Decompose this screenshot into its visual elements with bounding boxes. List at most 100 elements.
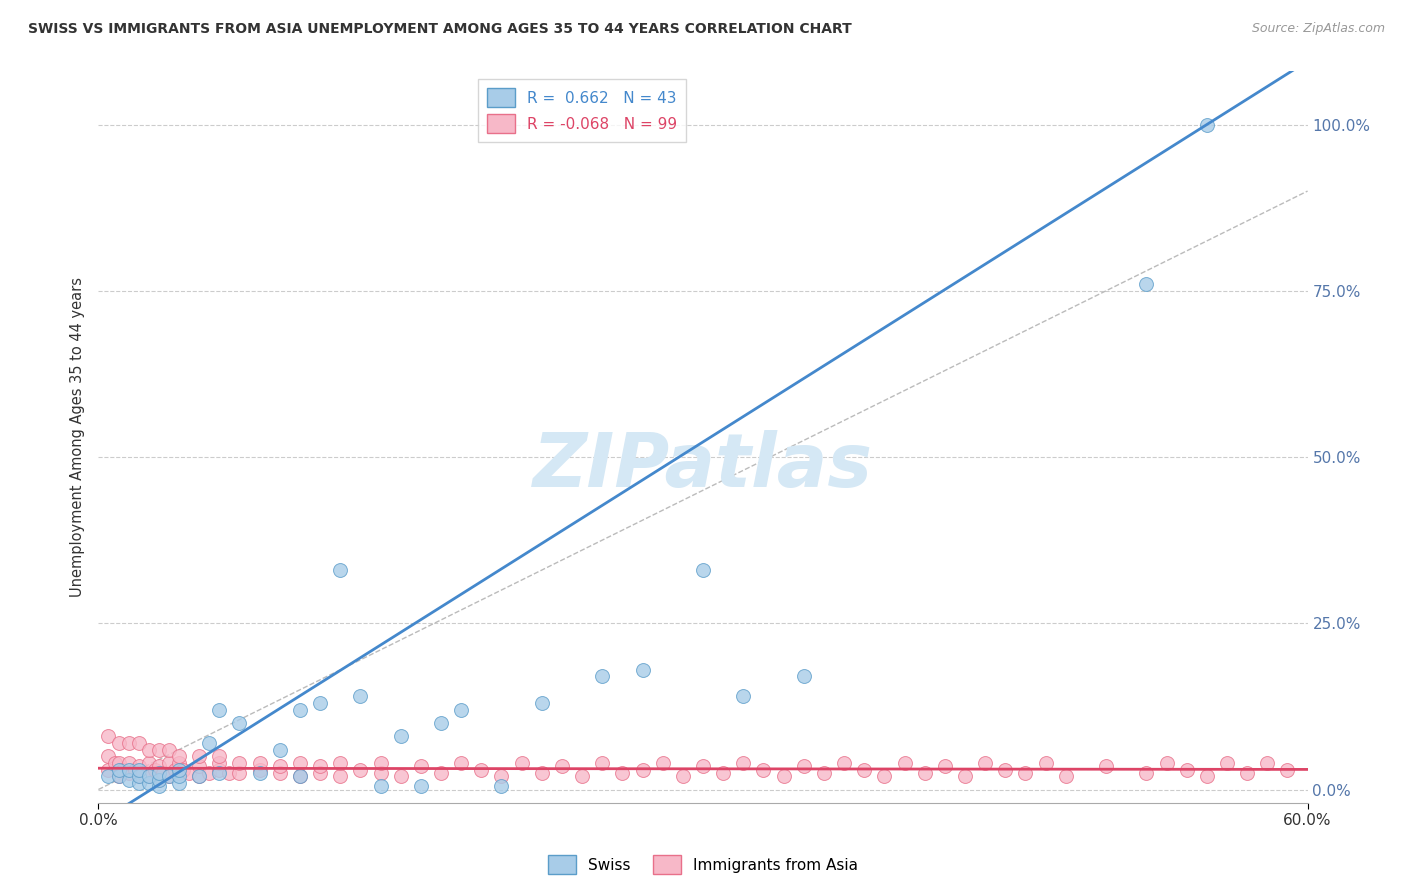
Point: [349, 763, 371, 777]
Point: [138, 769, 160, 783]
Point: [510, 756, 533, 770]
Point: [309, 696, 332, 710]
Point: [269, 765, 291, 780]
Point: [329, 563, 352, 577]
Point: [430, 716, 453, 731]
Point: [167, 765, 190, 780]
Point: [208, 703, 231, 717]
Point: [188, 749, 211, 764]
Point: [370, 765, 392, 780]
Point: [329, 769, 352, 783]
Point: [157, 756, 180, 770]
Point: [188, 759, 211, 773]
Point: [128, 736, 150, 750]
Point: [672, 769, 695, 783]
Point: [612, 765, 634, 780]
Point: [172, 763, 194, 777]
Point: [813, 765, 835, 780]
Point: [288, 756, 311, 770]
Point: [914, 765, 936, 780]
Point: [163, 763, 186, 777]
Point: [157, 769, 180, 783]
Point: [651, 756, 673, 770]
Point: [1054, 769, 1077, 783]
Point: [179, 765, 201, 780]
Point: [107, 769, 129, 783]
Point: [128, 759, 150, 773]
Point: [873, 769, 896, 783]
Point: [733, 690, 755, 704]
Point: [148, 772, 170, 787]
Point: [733, 756, 755, 770]
Point: [853, 763, 876, 777]
Point: [491, 779, 513, 793]
Point: [1035, 756, 1057, 770]
Point: [692, 759, 714, 773]
Point: [491, 769, 513, 783]
Point: [409, 759, 432, 773]
Point: [1256, 756, 1278, 770]
Point: [450, 703, 472, 717]
Point: [269, 759, 291, 773]
Point: [772, 769, 794, 783]
Point: [309, 765, 332, 780]
Point: [138, 742, 160, 756]
Point: [430, 765, 453, 780]
Point: [107, 736, 129, 750]
Point: [138, 776, 160, 790]
Point: [167, 749, 190, 764]
Point: [1195, 118, 1218, 132]
Point: [389, 729, 412, 743]
Point: [329, 756, 352, 770]
Point: [188, 769, 211, 783]
Point: [591, 756, 613, 770]
Point: [167, 776, 190, 790]
Point: [450, 756, 472, 770]
Point: [551, 759, 574, 773]
Point: [188, 769, 211, 783]
Point: [97, 763, 120, 777]
Point: [97, 769, 120, 783]
Point: [288, 769, 311, 783]
Point: [157, 769, 180, 783]
Point: [631, 763, 654, 777]
Point: [208, 763, 231, 777]
Point: [249, 763, 271, 777]
Point: [370, 779, 392, 793]
Point: [409, 779, 432, 793]
Point: [1095, 759, 1118, 773]
Point: [138, 756, 160, 770]
Point: [249, 756, 271, 770]
Point: [148, 779, 170, 793]
Point: [128, 763, 150, 777]
Point: [228, 765, 250, 780]
Point: [111, 763, 134, 777]
Point: [288, 769, 311, 783]
Point: [349, 690, 371, 704]
Point: [157, 742, 180, 756]
Point: [128, 776, 150, 790]
Point: [128, 769, 150, 783]
Point: [148, 765, 170, 780]
Point: [208, 765, 231, 780]
Point: [893, 756, 915, 770]
Point: [118, 765, 141, 780]
Point: [118, 763, 141, 777]
Point: [97, 729, 120, 743]
Point: [132, 765, 155, 780]
Point: [832, 756, 855, 770]
Point: [167, 763, 190, 777]
Point: [470, 763, 492, 777]
Point: [97, 749, 120, 764]
Point: [218, 765, 240, 780]
Point: [198, 765, 221, 780]
Point: [1277, 763, 1299, 777]
Point: [530, 765, 553, 780]
Point: [124, 763, 146, 777]
Text: ZIPatlas: ZIPatlas: [533, 430, 873, 503]
Point: [118, 772, 141, 787]
Point: [148, 742, 170, 756]
Point: [103, 756, 125, 770]
Point: [370, 756, 392, 770]
Point: [692, 563, 714, 577]
